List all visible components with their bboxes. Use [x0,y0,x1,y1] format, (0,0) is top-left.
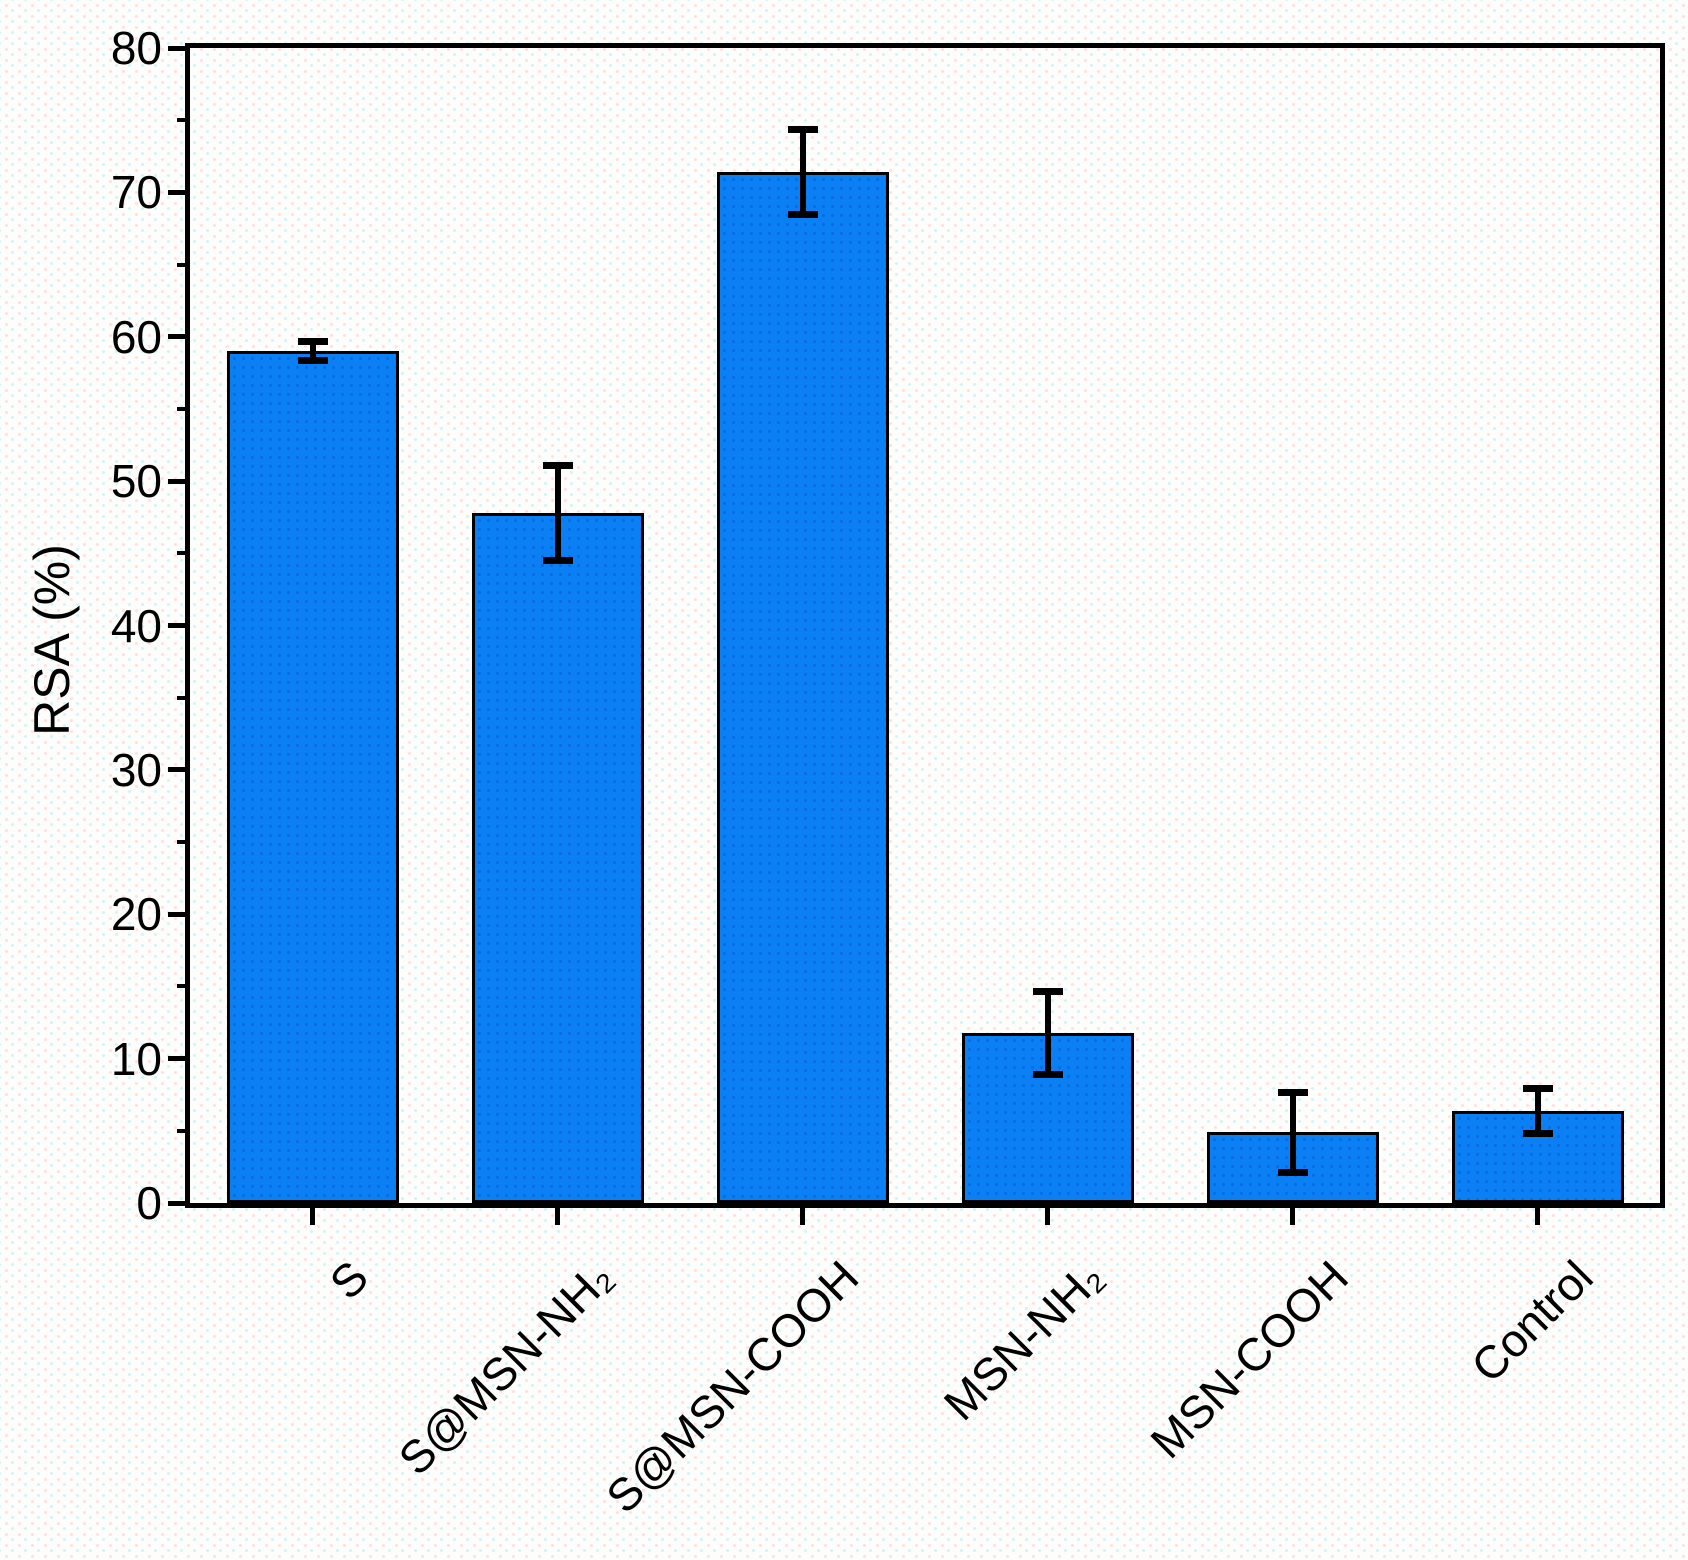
error-bar-line [554,465,561,561]
error-bar-cap-top [1032,987,1063,995]
plot-area [185,43,1665,1208]
error-bar-cap-top [1522,1084,1553,1092]
y-tick-label: 70 [110,166,162,219]
error-bar-line [309,341,316,362]
error-bar-line [1289,1091,1296,1173]
x-tick-label: S@MSN-NH₂ [388,1250,623,1485]
y-minor-tick [177,118,190,123]
y-tick-label: 0 [136,1177,162,1229]
y-minor-tick [177,551,190,556]
error-bar-cap-bottom [1277,1168,1308,1176]
y-major-tick [168,1056,190,1062]
error-bar-line [1044,990,1051,1075]
x-tick [800,1203,805,1225]
error-bar-line [1534,1087,1541,1134]
y-major-tick [168,911,190,917]
error-bar-cap-top [1277,1088,1308,1096]
x-tick-label: MSN-NH₂ [933,1250,1113,1431]
error-bar-cap-top [297,338,328,346]
y-tick-label: 60 [110,310,162,363]
y-minor-tick [177,406,190,411]
y-minor-tick [177,840,190,845]
y-tick-label: 10 [110,1032,162,1085]
y-major-tick [168,1200,190,1206]
y-tick-label: 40 [110,599,162,652]
y-major-tick [168,189,190,195]
x-tick [1290,1203,1295,1225]
error-bar-cap-bottom [1032,1070,1063,1078]
x-tick-label: MSN-COOH [1140,1250,1358,1469]
error-bar-line [799,128,806,216]
bar-s-msn-cooh [716,172,889,1203]
y-major-tick [168,45,190,51]
x-tick-label: S [319,1250,378,1310]
error-bar-cap-bottom [542,556,573,564]
x-tick [555,1203,560,1225]
error-bar-cap-bottom [787,211,818,219]
x-tick [310,1203,315,1225]
y-minor-tick [177,695,190,700]
y-minor-tick [177,262,190,267]
y-minor-tick [177,1128,190,1133]
error-bar-cap-bottom [1522,1129,1553,1137]
x-tick-label: Control [1461,1250,1603,1393]
y-major-tick [168,334,190,340]
y-tick-label: 80 [110,22,162,74]
bar-s [226,351,399,1203]
y-major-tick [168,478,190,484]
y-major-tick [168,767,190,773]
error-bar-cap-top [787,125,818,133]
y-tick-label: 50 [110,455,162,508]
y-tick-label: 30 [110,743,162,796]
y-tick-label: 20 [110,888,162,941]
bar-s-msn-nh- [471,512,644,1203]
y-minor-tick [177,984,190,989]
x-tick [1535,1203,1540,1225]
error-bar-cap-bottom [297,357,328,365]
x-tick-label: S@MSN-COOH [595,1250,868,1523]
error-bar-cap-top [542,462,573,470]
y-major-tick [168,623,190,628]
x-tick [1045,1203,1050,1225]
